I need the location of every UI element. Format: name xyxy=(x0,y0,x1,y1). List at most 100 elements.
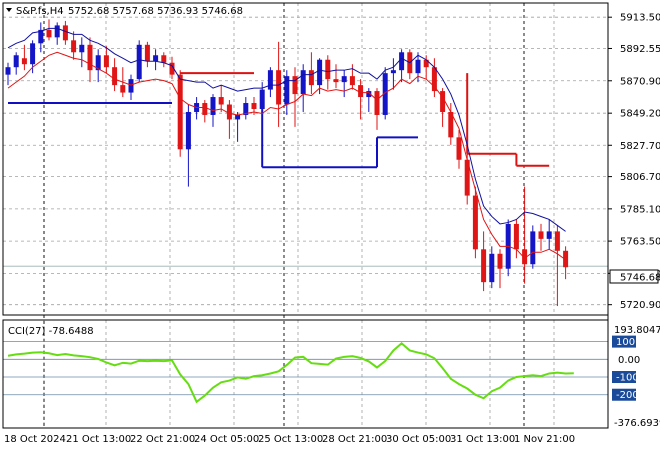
ohlc-readout: 5752.68 5757.68 5736.93 5746.68 xyxy=(68,6,243,17)
candle-body xyxy=(5,67,11,75)
candle-body xyxy=(284,76,290,105)
time-label: 18 Oct 2024 xyxy=(4,434,66,445)
candle-body xyxy=(554,231,560,251)
price-label: 5870.90 xyxy=(620,76,660,87)
candle-body xyxy=(218,97,224,105)
symbol-label: S&P.fs,H4 xyxy=(16,6,64,17)
cci-grid xyxy=(3,341,608,396)
candle-body xyxy=(423,59,429,68)
candle-body xyxy=(202,103,208,115)
candle-body xyxy=(87,44,93,71)
cci-scale-top: 193.8047 xyxy=(614,325,660,336)
candle-body xyxy=(210,97,216,115)
candle-body xyxy=(21,58,27,65)
candle-body xyxy=(153,55,159,62)
candle-body xyxy=(448,111,454,138)
chevron-down-icon[interactable] xyxy=(6,8,12,12)
ema-fast-line xyxy=(7,51,566,261)
candle-body xyxy=(13,55,19,68)
candle-body xyxy=(530,231,536,265)
cci-line xyxy=(7,342,574,404)
candle-body xyxy=(382,73,388,115)
candle-body xyxy=(169,62,175,75)
time-label: 31 Oct 13:00 xyxy=(450,434,515,445)
time-label: 25 Oct 13:00 xyxy=(258,434,323,445)
candle-body xyxy=(71,40,77,53)
price-label: 5849.20 xyxy=(620,109,660,120)
candle-body xyxy=(513,223,519,250)
candle-body xyxy=(317,59,323,86)
candle-body xyxy=(563,250,569,268)
candle-body xyxy=(472,195,478,250)
cci-level-label: 100 xyxy=(616,337,635,348)
candle-body xyxy=(522,249,528,265)
candle-body xyxy=(497,253,503,269)
candle-body xyxy=(112,67,118,86)
candle-body xyxy=(144,44,150,62)
candle-body xyxy=(358,85,364,98)
candles xyxy=(5,19,569,307)
candle-body xyxy=(325,59,331,80)
time-label: 22 Oct 21:00 xyxy=(130,434,195,445)
candle-body xyxy=(46,29,52,38)
candle-body xyxy=(161,55,167,63)
candle-body xyxy=(481,249,487,283)
candle-body xyxy=(103,55,109,68)
candle-body xyxy=(226,104,232,120)
candle-body xyxy=(349,76,355,86)
candle-body xyxy=(456,137,462,160)
ema-slow-line xyxy=(7,27,566,232)
candle-body xyxy=(415,59,421,74)
cci-level-badge xyxy=(612,335,636,348)
candle-body xyxy=(464,159,470,196)
candle-body xyxy=(431,67,437,92)
price-label: 5892.55 xyxy=(620,44,660,55)
time-label: 28 Oct 21:00 xyxy=(322,434,387,445)
level-lines xyxy=(8,72,550,169)
cci-label: CCI(27) -78.6488 xyxy=(8,326,94,337)
candle-body xyxy=(128,79,134,93)
candle-body xyxy=(38,29,44,44)
current-price-label: 5746.68 xyxy=(620,273,660,284)
candle-body xyxy=(259,89,265,109)
moving-averages xyxy=(7,27,566,261)
candle-body xyxy=(308,70,314,86)
candle-body xyxy=(235,114,241,120)
candle-body xyxy=(267,70,273,90)
candle-body xyxy=(54,25,60,38)
cci-level-label: 0.00 xyxy=(618,355,640,366)
price-label: 5913.50 xyxy=(620,13,660,24)
candle-body xyxy=(136,44,142,80)
candle-body xyxy=(538,231,544,239)
candle-body xyxy=(30,43,36,65)
candle-body xyxy=(185,111,191,150)
candle-body xyxy=(276,70,282,105)
time-label: 1 Nov 21:00 xyxy=(514,434,575,445)
candle-body xyxy=(489,253,495,283)
candle-body xyxy=(399,52,405,71)
time-label: 21 Oct 13:00 xyxy=(66,434,131,445)
cci-indicator xyxy=(7,342,574,404)
cci-level-label: -200 xyxy=(616,390,639,401)
candle-body xyxy=(292,76,298,95)
cci-scale-bottom: -376.6939 xyxy=(614,418,660,429)
candle-body xyxy=(95,55,101,71)
symbol-header: S&P.fs,H4 5752.68 5757.68 5736.93 5746.6… xyxy=(6,6,243,17)
candle-body xyxy=(177,74,183,150)
candle-body xyxy=(243,103,249,115)
cci-axis: 100 0.00 -100 -200 193.8047 -376.6939 xyxy=(612,325,660,429)
price-label: 5785.10 xyxy=(620,204,660,215)
time-label: 24 Oct 05:00 xyxy=(194,434,259,445)
candle-body xyxy=(440,91,446,112)
price-label: 5720.90 xyxy=(620,300,660,311)
candle-body xyxy=(62,25,68,41)
price-label: 5763.50 xyxy=(620,237,660,248)
candle-body xyxy=(79,44,85,53)
candle-body xyxy=(390,70,396,74)
candle-body xyxy=(333,79,339,83)
cci-level-badge xyxy=(612,388,636,401)
price-label: 5827.70 xyxy=(620,141,660,152)
cci-level-badge xyxy=(612,371,636,384)
